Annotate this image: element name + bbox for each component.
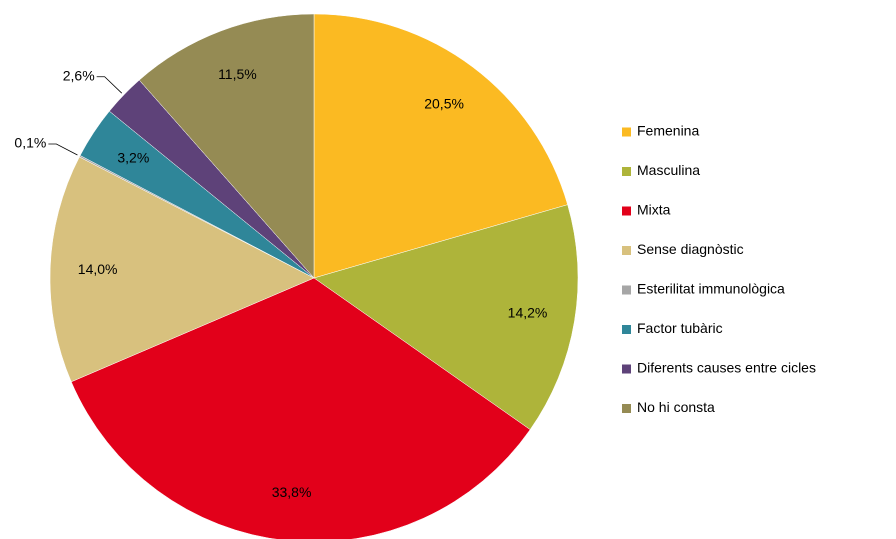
data-label: 14,0% <box>78 261 118 277</box>
legend-label: Diferents causes entre cicles <box>637 360 816 376</box>
legend-label: Mixta <box>637 202 671 218</box>
legend-swatch <box>622 364 631 374</box>
data-label: 11,5% <box>218 66 257 82</box>
legend-label: Femenina <box>637 123 699 139</box>
legend-swatch <box>622 246 631 255</box>
pie-slice <box>138 13 315 279</box>
legend-swatch <box>622 325 631 334</box>
legend-label: No hi consta <box>637 399 715 415</box>
data-label: 0,1% <box>14 135 46 151</box>
legend-swatch <box>622 285 631 295</box>
leader-line <box>96 76 123 94</box>
legend-swatch <box>622 127 631 137</box>
legend-swatch <box>622 206 631 216</box>
pie-slice <box>49 156 315 383</box>
data-label: 33,8% <box>272 484 312 500</box>
data-label: 3,2% <box>117 149 149 165</box>
legend-label: Masculina <box>637 162 700 178</box>
pie-slice <box>313 13 568 279</box>
data-label: 20,5% <box>424 96 464 112</box>
legend-label: Esterilitat immunològica <box>637 281 785 297</box>
legend-label: Factor tubàric <box>637 320 723 336</box>
data-label: 14,2% <box>508 304 548 320</box>
legend-swatch <box>622 167 631 176</box>
pie-slice <box>313 204 579 430</box>
legend-swatch <box>622 404 631 413</box>
pie-slice <box>70 277 531 539</box>
leader-line <box>48 143 78 156</box>
legend-label: Sense diagnòstic <box>637 241 744 257</box>
data-label: 2,6% <box>63 67 95 83</box>
